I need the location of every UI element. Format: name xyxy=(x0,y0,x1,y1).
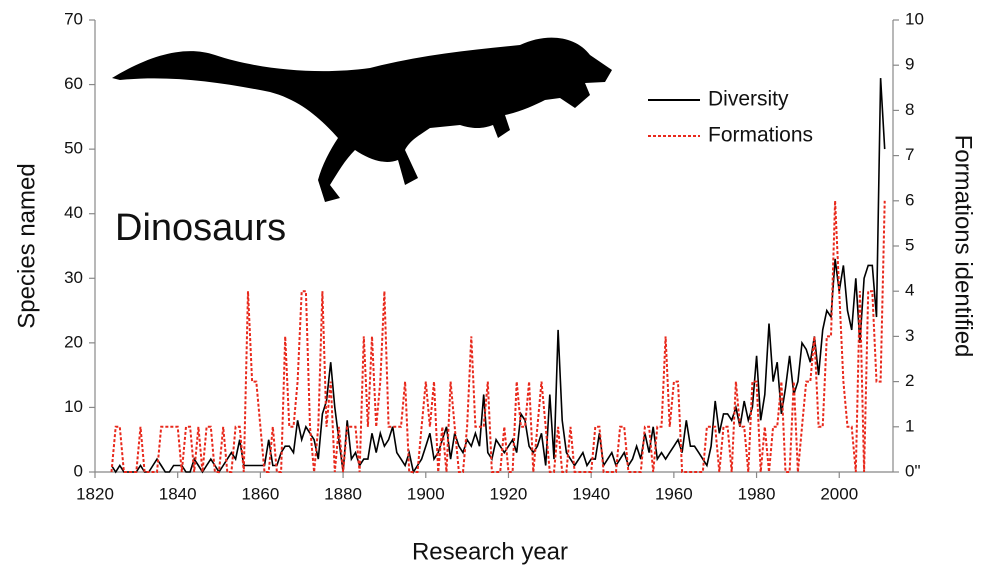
y2-tick-label: 0" xyxy=(905,461,921,480)
x-axis-label: Research year xyxy=(412,538,568,565)
x-tick-label: 1960 xyxy=(655,484,693,503)
y-tick-label: 0 xyxy=(74,461,83,480)
y2-tick-label: 6 xyxy=(905,190,914,209)
y2-axis-label: Formations identified xyxy=(950,135,977,358)
y-tick-label: 70 xyxy=(64,9,83,28)
y-tick-label: 60 xyxy=(64,74,83,93)
x-tick-label: 1820 xyxy=(76,484,114,503)
x-tick-label: 1840 xyxy=(159,484,197,503)
y2-tick-label: 10 xyxy=(905,9,924,28)
chart: Dinosaurs Research year Species named Fo… xyxy=(0,0,982,571)
y2-tick-label: 3 xyxy=(905,326,914,345)
y2-tick-label: 2 xyxy=(905,371,914,390)
y2-tick-label: 5 xyxy=(905,235,914,254)
y2-tick-label: 8 xyxy=(905,100,914,119)
y-tick-label: 50 xyxy=(64,139,83,158)
x-tick-label: 1880 xyxy=(324,484,362,503)
y-tick-label: 30 xyxy=(64,268,83,287)
y-axis-label: Species named xyxy=(13,163,40,328)
x-tick-label: 2000 xyxy=(820,484,858,503)
x-tick-label: 1940 xyxy=(572,484,610,503)
y-tick-label: 20 xyxy=(64,332,83,351)
x-tick-label: 1900 xyxy=(407,484,445,503)
x-tick-label: 1860 xyxy=(241,484,279,503)
legend-label: Formations xyxy=(708,124,813,147)
y2-tick-label: 9 xyxy=(905,55,914,74)
x-tick-label: 1980 xyxy=(738,484,776,503)
legend-label: Diversity xyxy=(708,88,789,111)
y2-tick-label: 1 xyxy=(905,416,914,435)
y-tick-label: 10 xyxy=(64,397,83,416)
y2-tick-label: 4 xyxy=(905,281,914,300)
x-tick-label: 1920 xyxy=(490,484,528,503)
annotation: Dinosaurs xyxy=(115,207,286,249)
page: Dinosaurs Research year Species named Fo… xyxy=(0,0,982,571)
y-tick-label: 40 xyxy=(64,203,83,222)
y2-tick-label: 7 xyxy=(905,145,914,164)
dinosaur-silhouette xyxy=(112,38,612,202)
